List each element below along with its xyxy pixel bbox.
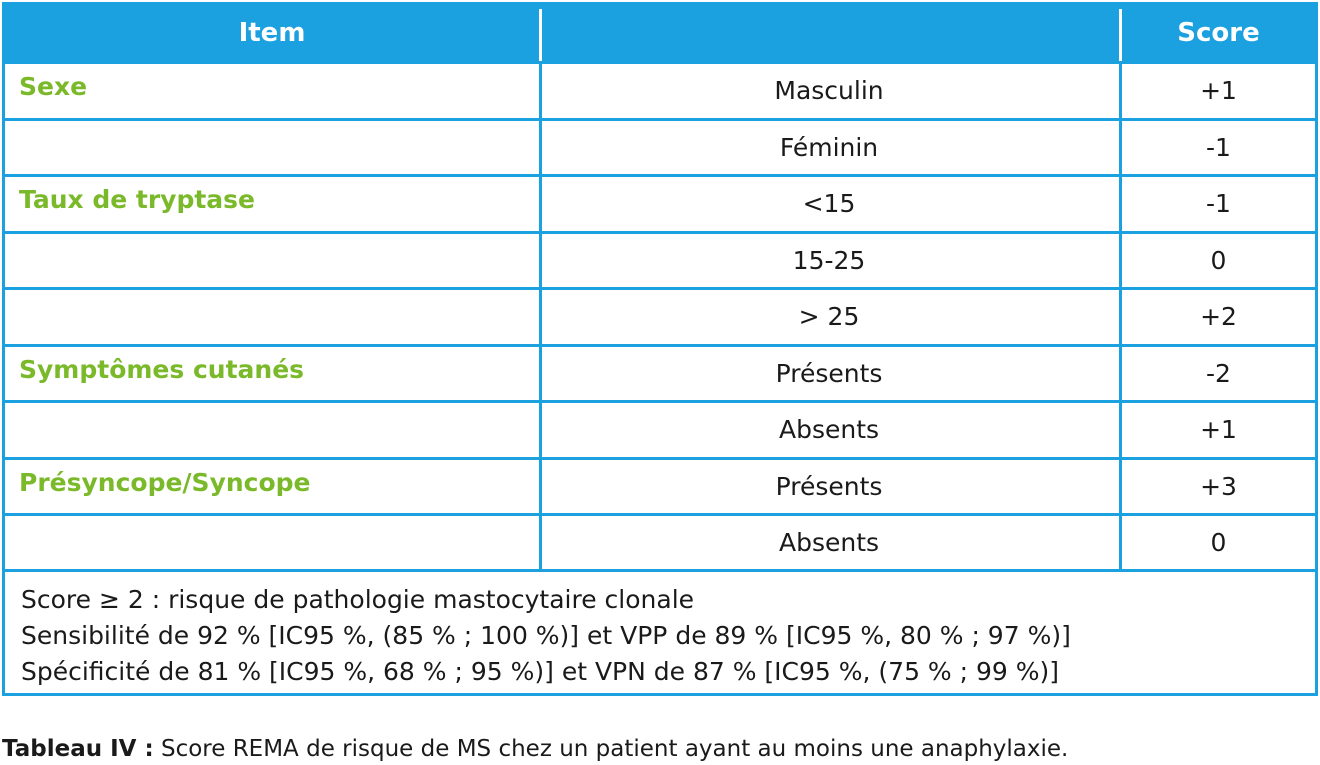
caption-label: Tableau IV : [2, 736, 154, 762]
table-row: Présyncope/Syncope Présents +3 [5, 456, 1315, 514]
table-row: Féminin -1 [5, 117, 1315, 175]
note-line: Spécificité de 81 % [IC95 %, 68 % ; 95 %… [21, 657, 1060, 686]
row-item: Présyncope/Syncope [19, 467, 311, 497]
row-value: Présents [775, 358, 883, 388]
column-divider [539, 61, 542, 569]
note-line: Score ≥ 2 : risque de pathologie mastocy… [21, 585, 695, 614]
table-header-row: Item Score [5, 5, 1315, 61]
row-item: Sexe [19, 72, 88, 101]
caption-text: Score REMA de risque de MS chez un patie… [153, 736, 1069, 762]
row-score: -2 [1206, 358, 1231, 388]
table-row: Symptômes cutanés Présents -2 [5, 343, 1315, 401]
note-line: Sensibilité de 92 % [IC95 %, (85 % ; 100… [21, 621, 1071, 650]
row-value: Masculin [774, 76, 884, 105]
table-row: Absents +1 [5, 400, 1315, 457]
table-row: Taux de tryptase <15 -1 [5, 174, 1315, 231]
table-row: 15-25 0 [5, 230, 1315, 288]
row-value: Présents [775, 471, 883, 501]
header-divider [539, 9, 542, 61]
row-value: > 25 [798, 302, 860, 331]
row-value: Absents [778, 528, 880, 557]
header-value [542, 5, 1122, 61]
row-item: Taux de tryptase [19, 185, 256, 214]
row-value: Féminin [779, 132, 879, 162]
row-value: <15 [802, 189, 856, 218]
header-divider [1119, 9, 1122, 61]
header-score: Score [1177, 18, 1260, 48]
row-item: Symptômes cutanés [19, 354, 305, 384]
row-score: -1 [1206, 132, 1231, 162]
table-row: > 25 +2 [5, 287, 1315, 344]
row-value: Absents [778, 415, 880, 444]
table-row: Sexe Masculin +1 [5, 61, 1315, 118]
table-notes: Score ≥ 2 : risque de pathologie mastocy… [5, 569, 1315, 693]
row-score: 0 [1210, 528, 1227, 557]
rema-score-table: Item Score Sexe Masculin +1 Féminin -1 Taux d… [2, 2, 1318, 696]
row-score: 0 [1210, 245, 1227, 275]
row-value: 15-25 [792, 245, 866, 275]
row-score: -1 [1206, 189, 1231, 218]
row-score: +3 [1200, 471, 1237, 501]
column-divider [1119, 61, 1122, 569]
row-score: +1 [1200, 76, 1237, 105]
row-score: +2 [1200, 302, 1237, 331]
table-row: Absents 0 [5, 513, 1315, 570]
table-caption: Tableau IV : Score REMA de risque de MS … [2, 734, 1068, 764]
header-item: Item [238, 18, 306, 48]
row-score: +1 [1200, 415, 1237, 444]
